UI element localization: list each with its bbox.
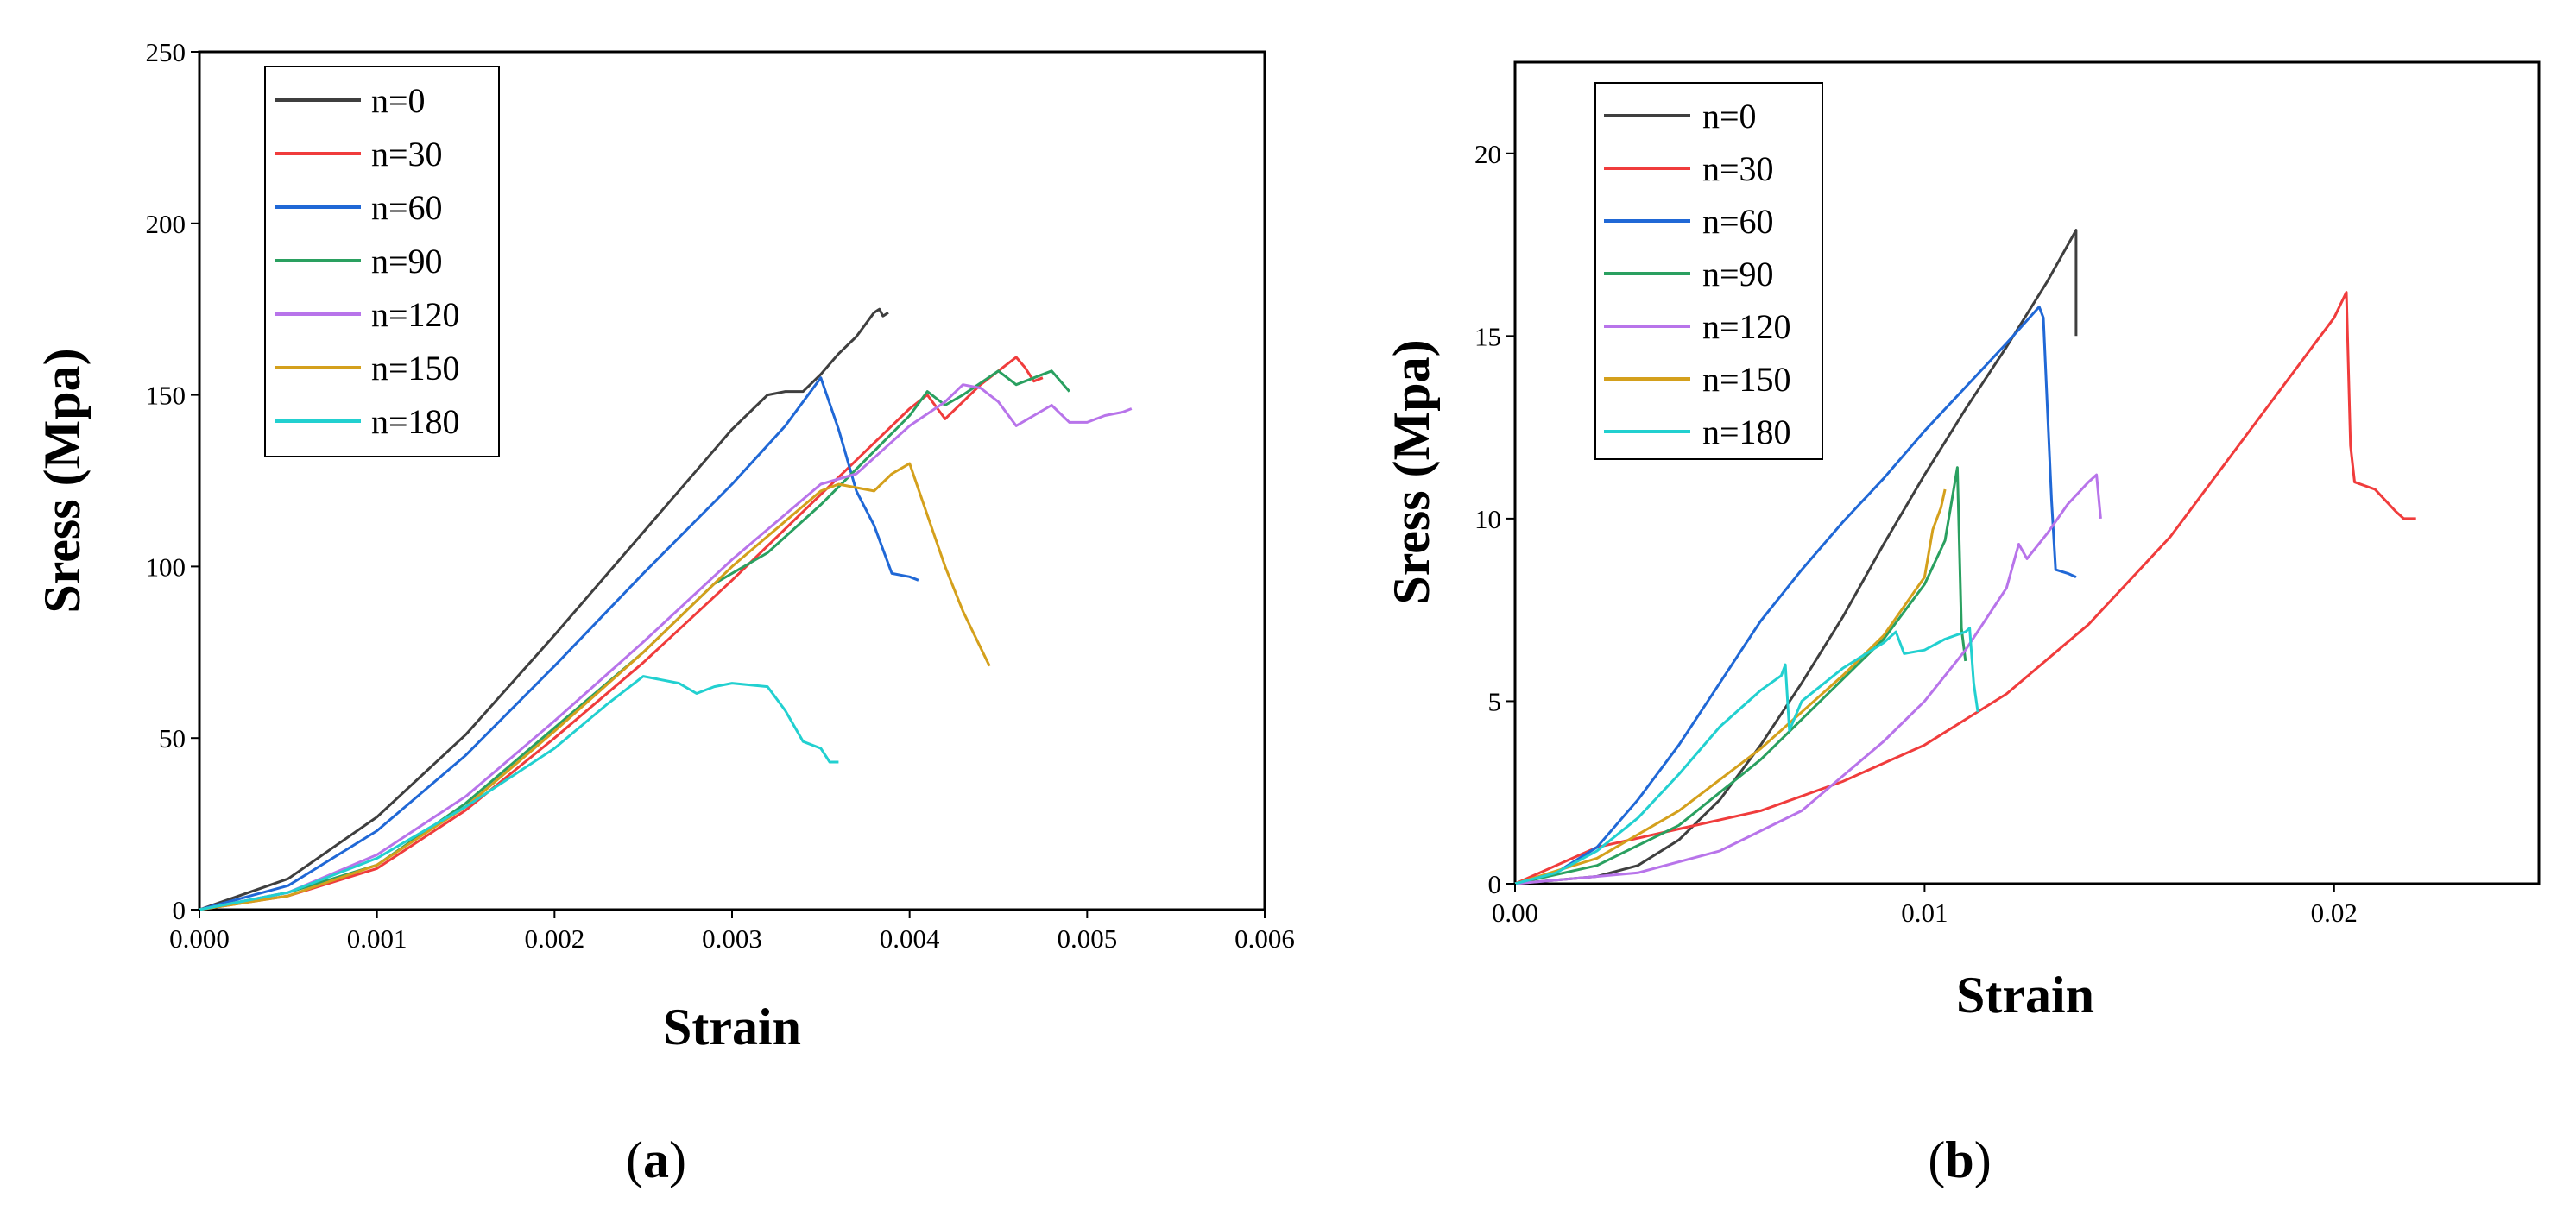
series-line-n-30 — [1514, 291, 2416, 885]
series-lines-b — [1514, 229, 2416, 885]
x-axis-ticks-b: 0.00 0.01 0.02 — [1492, 884, 2358, 928]
legend-label: n=180 — [371, 402, 460, 441]
x-tick-label: 0.00 — [1492, 898, 1538, 928]
series-line-n-60 — [1514, 306, 2077, 885]
series-line-n-0 — [1514, 229, 2078, 885]
y-axis-ticks-b: 0 5 10 15 20 — [1474, 139, 1515, 899]
x-tick-label: 0.01 — [1901, 898, 1948, 928]
series-lines-a — [199, 307, 1133, 911]
x-tick-label: 0.002 — [524, 923, 584, 954]
y-tick-label: 100 — [146, 551, 186, 582]
caption-a: (a) — [626, 1131, 686, 1188]
x-tick-label: 0.006 — [1234, 923, 1295, 954]
series-line-n-180 — [199, 675, 839, 911]
caption-a-letter: a — [643, 1131, 669, 1188]
y-tick-label: 50 — [159, 723, 186, 753]
legend-label: n=90 — [1702, 255, 1774, 293]
series-line-n-180 — [1514, 627, 1979, 885]
y-tick-label: 0 — [173, 895, 186, 925]
series-line-n-90 — [1514, 466, 1967, 885]
legend-label: n=0 — [1702, 97, 1757, 135]
legend-label: n=30 — [371, 135, 443, 173]
series-line-n-0 — [199, 307, 889, 911]
legend-label: n=180 — [1702, 413, 1791, 451]
x-axis-title-a: Strain — [663, 999, 801, 1056]
legend-label: n=60 — [371, 188, 443, 227]
legend-label: n=90 — [371, 242, 443, 280]
series-line-n-120 — [1514, 473, 2102, 885]
x-axis-title-b: Strain — [1956, 967, 2094, 1024]
y-axis-title-a: Sress (Mpa) — [34, 348, 91, 613]
y-tick-label: 5 — [1488, 686, 1502, 716]
series-line-n-150 — [199, 462, 991, 911]
legend-box-b — [1594, 82, 1823, 460]
legend-label: n=60 — [1702, 202, 1774, 241]
caption-b: (b) — [1928, 1131, 1991, 1188]
chart-panel-a: 0.000 0.001 0.002 0.003 0.004 0.005 0.006 0 50 1… — [34, 37, 1295, 1056]
y-tick-label: 150 — [146, 381, 186, 411]
y-tick-label: 250 — [146, 37, 186, 67]
x-tick-label: 0.005 — [1057, 923, 1117, 954]
series-line-n-60 — [199, 376, 919, 911]
x-tick-label: 0.004 — [880, 923, 940, 954]
y-axis-title-b: Sress (Mpa) — [1383, 339, 1440, 604]
legend-label: n=0 — [371, 81, 426, 120]
y-axis-ticks-a: 0 50 100 150 200 250 — [146, 37, 199, 925]
legend-label: n=30 — [1702, 149, 1774, 188]
x-tick-label: 0.02 — [2311, 898, 2358, 928]
y-tick-label: 0 — [1488, 869, 1502, 899]
y-tick-label: 200 — [146, 209, 186, 239]
plot-area-frame-b — [1513, 60, 2541, 885]
x-tick-label: 0.000 — [169, 923, 230, 954]
x-tick-label: 0.003 — [702, 923, 762, 954]
y-tick-label: 10 — [1474, 504, 1501, 534]
legend-a: n=0 n=30 n=60 n=90 n=120 n=150 n=180 — [264, 66, 500, 457]
y-tick-label: 20 — [1474, 139, 1501, 169]
legend-label: n=120 — [1702, 307, 1791, 346]
x-tick-label: 0.001 — [347, 923, 407, 954]
legend-label: n=150 — [1702, 360, 1791, 399]
caption-b-letter: b — [1945, 1131, 1973, 1188]
chart-panel-b: 0.00 0.01 0.02 0 5 10 15 20 Strain Sress (Mpa)… — [1383, 60, 2541, 1024]
legend-label: n=150 — [371, 349, 460, 388]
x-axis-ticks-a: 0.000 0.001 0.002 0.003 0.004 0.005 0.006 — [169, 910, 1295, 954]
series-line-n-120 — [199, 383, 1133, 911]
y-tick-label: 15 — [1474, 321, 1501, 351]
legend-b: n=0 n=30 n=60 n=90 n=120 n=150 n=180 — [1594, 82, 1823, 460]
legend-label: n=120 — [371, 295, 460, 334]
